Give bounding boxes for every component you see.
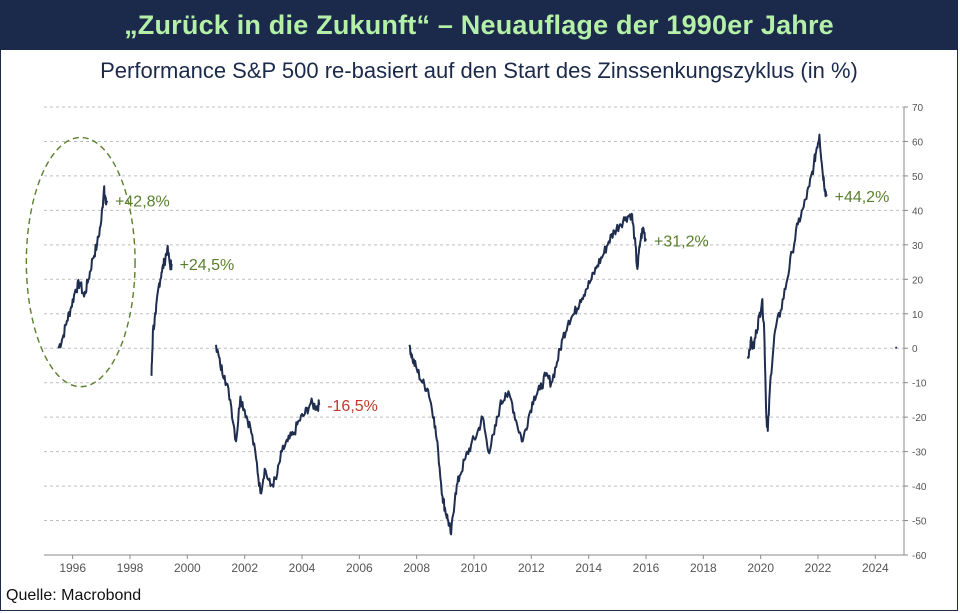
x-tick-label: 1996 — [59, 561, 86, 575]
annotation-label: +42,8% — [115, 194, 170, 211]
x-tick-label: 2020 — [747, 561, 774, 575]
x-tick-label: 2010 — [461, 561, 488, 575]
x-tick-label: 2008 — [403, 561, 430, 575]
x-tick-label: 2002 — [231, 561, 258, 575]
x-tick-label: 2006 — [346, 561, 373, 575]
x-tick-label: 2022 — [805, 561, 832, 575]
x-tick-label: 2012 — [518, 561, 545, 575]
series-lines — [57, 133, 898, 536]
y-tick-label: 0 — [912, 344, 918, 355]
annotation-label: -16,5% — [327, 398, 378, 415]
series-line-4 — [408, 212, 647, 536]
y-tick-label: 10 — [912, 310, 924, 321]
header-title: „Zurück in die Zukunft“ – Neuauflage der… — [124, 9, 834, 40]
x-tick-label: 2004 — [289, 561, 316, 575]
x-axis-ticks: 1996 1998 2000 2002 2004 2006 2008 2010 2012 2014… — [59, 561, 889, 575]
series-line-1 — [57, 185, 109, 349]
series-line-5 — [746, 133, 828, 432]
y-tick-label: -20 — [912, 413, 927, 424]
x-tick-label: 2000 — [174, 561, 201, 575]
x-tick-label: 1998 — [117, 561, 144, 575]
x-tick-label: 2024 — [862, 561, 889, 575]
highlight-ellipse — [25, 136, 136, 388]
y-tick-label: -50 — [912, 517, 927, 528]
x-tick-label: 2018 — [690, 561, 717, 575]
annotation-label: +44,2% — [835, 189, 890, 206]
series-line-2 — [150, 244, 173, 376]
y-tick-label: -40 — [912, 482, 927, 493]
y-tick-label: 40 — [912, 206, 924, 217]
grid-lines — [44, 106, 908, 559]
header-bar: „Zurück in die Zukunft“ – Neuauflage der… — [0, 0, 958, 50]
y-tick-label: 70 — [912, 103, 924, 114]
y-tick-label: 60 — [912, 137, 924, 148]
y-tick-label: 50 — [912, 172, 924, 183]
annotation-label: +24,5% — [180, 257, 235, 274]
y-tick-label: -10 — [912, 379, 927, 390]
source-note: Quelle: Macrobond — [6, 587, 142, 604]
annotations: +42,8% +24,5% -16,5% +31,2% +44,2% — [115, 189, 889, 415]
y-tick-label: 20 — [912, 275, 924, 286]
y-tick-label: -30 — [912, 448, 927, 459]
y-tick-label: -60 — [912, 551, 927, 562]
series-line-3 — [215, 344, 321, 495]
chart-subtitle: Performance S&P 500 re-basiert auf den S… — [100, 58, 858, 83]
y-tick-label: 30 — [912, 241, 924, 252]
y-axis-ticks: 70 60 50 40 30 20 10 0 -10 -20 -30 -40 -50 -60 — [912, 103, 927, 562]
x-tick-label: 2016 — [633, 561, 660, 575]
annotation-label: +31,2% — [654, 234, 709, 251]
series-line-6 — [894, 346, 898, 350]
x-tick-label: 2014 — [575, 561, 602, 575]
